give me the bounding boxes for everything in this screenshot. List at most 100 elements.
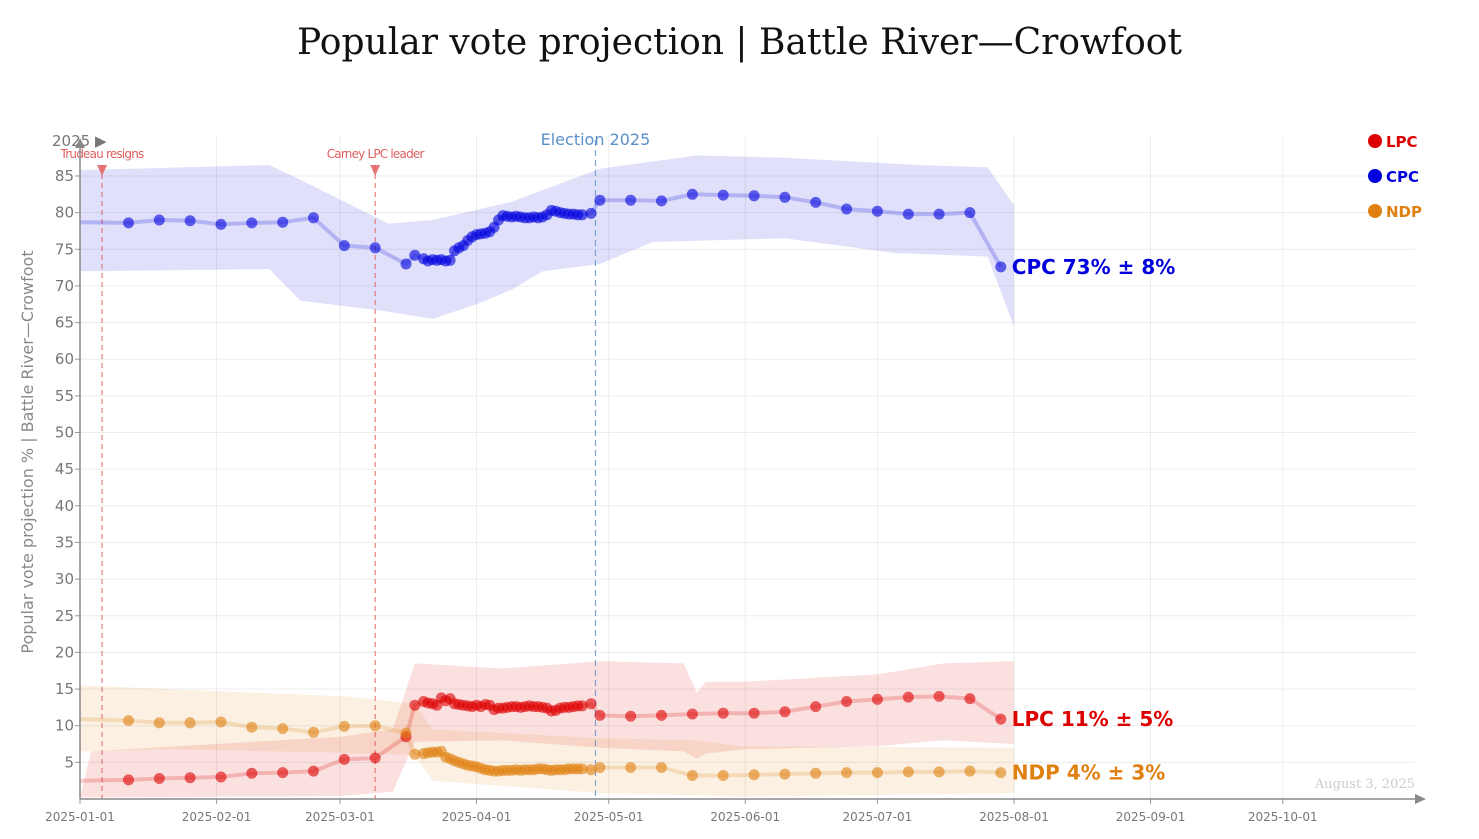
data-point-lpc	[215, 771, 227, 783]
x-tick-label: 2025-02-01	[182, 810, 252, 824]
y-tick-label: 25	[55, 607, 74, 625]
data-point-lpc	[871, 693, 883, 705]
data-point-ndp	[277, 723, 289, 735]
legend-marker-ndp	[1368, 204, 1382, 218]
axes: 5 10 15 20 25 30 35 40 45 50 55 60 65 70 75 80 85 2025-01…	[45, 132, 1426, 824]
series-points	[123, 188, 1007, 786]
band-ndp	[80, 685, 1014, 797]
data-point-cpc	[871, 205, 883, 217]
y-tick-label: 85	[55, 167, 74, 185]
data-point-ndp	[576, 763, 588, 775]
end-label-ndp: NDP 4% ± 3%	[1012, 761, 1166, 785]
data-point-ndp	[585, 764, 597, 776]
data-point-ndp	[810, 767, 822, 779]
data-point-ndp	[841, 767, 853, 779]
event-triangle-icon	[97, 165, 108, 176]
data-point-ndp	[871, 767, 883, 779]
data-point-lpc	[338, 753, 350, 765]
legend-label-lpc: LPC	[1386, 133, 1418, 151]
y-tick-label: 30	[55, 570, 74, 588]
x-tick-label: 2025-01-01	[45, 810, 115, 824]
legend-marker-lpc	[1368, 134, 1382, 148]
data-point-cpc	[215, 218, 227, 230]
y-tick-label: 5	[64, 753, 74, 771]
y-axis-label: Popular vote projection % | Battle River…	[18, 250, 37, 653]
data-point-cpc	[409, 249, 421, 261]
data-point-cpc	[748, 190, 760, 202]
data-point-lpc	[933, 690, 945, 702]
data-point-lpc	[717, 707, 729, 719]
data-point-lpc	[277, 767, 289, 779]
data-point-lpc	[625, 710, 637, 722]
data-point-lpc	[153, 773, 165, 784]
data-point-lpc	[594, 709, 606, 721]
event-triangle-icon	[370, 165, 381, 176]
data-point-lpc	[369, 752, 381, 764]
end-labels: LPC 11% ± 5% CPC 73% ± 8% NDP 4% ± 3%	[1012, 255, 1175, 785]
data-point-cpc	[686, 188, 698, 200]
data-point-lpc	[308, 765, 319, 777]
data-point-lpc	[841, 696, 853, 707]
data-point-cpc	[594, 194, 606, 206]
data-point-cpc	[810, 196, 822, 208]
data-point-cpc	[902, 208, 914, 220]
y-tick-label: 40	[55, 497, 74, 515]
data-point-ndp	[964, 765, 976, 777]
event-label: Carney LPC leader	[327, 147, 425, 161]
data-point-ndp	[995, 767, 1007, 779]
data-point-cpc	[585, 207, 597, 219]
y-tick-label: 50	[55, 424, 74, 442]
date-stamp: August 3, 2025	[1314, 777, 1415, 792]
data-point-cpc	[184, 215, 196, 227]
data-point-lpc	[576, 700, 588, 712]
x-tick-label: 2025-04-01	[442, 810, 512, 824]
data-point-cpc	[444, 254, 456, 266]
data-point-lpc	[656, 709, 667, 721]
data-point-cpc	[308, 212, 319, 224]
year-marker: 2025 ▶	[52, 132, 107, 150]
event-label: Trudeau resigns	[60, 147, 145, 161]
data-point-ndp	[717, 770, 729, 781]
data-point-lpc	[779, 706, 791, 718]
data-point-cpc	[400, 258, 412, 270]
data-point-cpc	[625, 194, 637, 206]
gridlines	[79, 135, 1415, 799]
x-tick-label: 2025-09-01	[1116, 810, 1186, 824]
data-point-ndp	[153, 717, 165, 729]
event-label: Election 2025	[541, 130, 651, 149]
uncertainty-bands	[80, 155, 1014, 798]
data-point-cpc	[779, 191, 791, 203]
chart-title: Popular vote projection | Battle River—C…	[297, 22, 1182, 63]
data-point-cpc	[277, 216, 289, 228]
data-point-cpc	[995, 261, 1007, 273]
data-point-lpc	[409, 699, 421, 711]
data-point-ndp	[779, 768, 791, 780]
data-point-ndp	[625, 762, 637, 773]
data-point-ndp	[369, 720, 381, 732]
data-point-ndp	[123, 715, 134, 727]
data-point-ndp	[902, 766, 914, 778]
data-point-ndp	[338, 720, 350, 732]
data-point-ndp	[400, 727, 412, 739]
y-tick-label: 15	[55, 680, 74, 698]
data-point-cpc	[153, 214, 165, 226]
legend: LPC CPC NDP	[1368, 133, 1422, 221]
y-tick-label: 20	[55, 643, 74, 661]
data-point-ndp	[246, 721, 258, 733]
y-axis-arrow	[75, 138, 85, 148]
y-tick-label: 35	[55, 533, 74, 551]
data-point-lpc	[585, 698, 597, 710]
y-tick-label: 70	[55, 277, 74, 295]
x-tick-label: 2025-08-01	[979, 810, 1049, 824]
data-point-cpc	[123, 217, 134, 229]
y-tick-label: 55	[55, 387, 74, 405]
data-point-lpc	[184, 772, 196, 784]
x-axis-arrow	[1415, 794, 1426, 804]
legend-label-ndp: NDP	[1386, 203, 1422, 221]
band-cpc	[80, 155, 1014, 327]
data-point-ndp	[933, 766, 945, 778]
data-point-cpc	[964, 207, 976, 219]
x-tick-label: 2025-10-01	[1248, 810, 1318, 824]
end-label-lpc: LPC 11% ± 5%	[1012, 707, 1174, 731]
